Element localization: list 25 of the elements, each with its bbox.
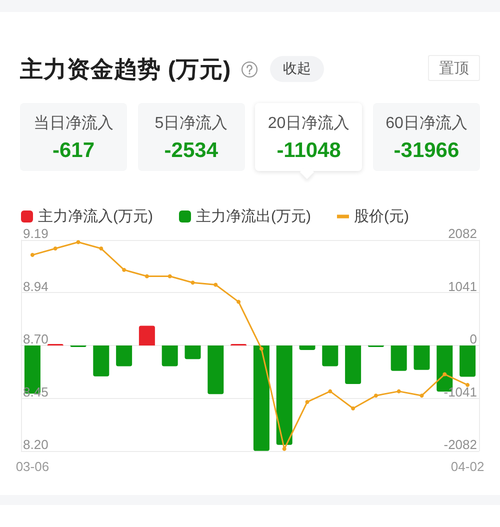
y-tick-label: 8.20 [23,437,48,452]
data-label: -2534 [163,139,220,163]
category-label: 5日净流入 [154,114,229,134]
legend-label: 股价(元) [354,208,409,225]
text: 置顶 [428,55,480,81]
data-label: -617 [51,139,96,163]
x-tick-label: 03-06 [16,459,50,474]
data-label: -31966 [392,139,460,163]
category-label: 60日净流入 [384,114,468,134]
y2-tick-label: 1041 [448,278,477,294]
legend-label: 主力净流入(万元) [38,208,153,225]
y-tick-label: 8.70 [23,332,48,346]
y2-tick-label: 2082 [448,226,477,241]
text: 收起 [270,56,324,82]
y2-tick-label: -1041 [444,384,477,400]
y2-tick-label: -2082 [444,437,477,452]
legend-label: 主力净流出(万元) [196,208,311,225]
y-tick-label: 9.19 [23,226,48,241]
y2-tick-label: 0 [470,332,477,346]
data-label: -11048 [276,139,342,163]
category-label: 当日净流入 [32,114,114,134]
category-label: 20日净流入 [266,114,351,134]
x-tick-label: 04-02 [450,459,484,474]
y-tick-label: 8.94 [23,278,48,294]
text: 主力资金趋势 (万元) [20,54,232,84]
